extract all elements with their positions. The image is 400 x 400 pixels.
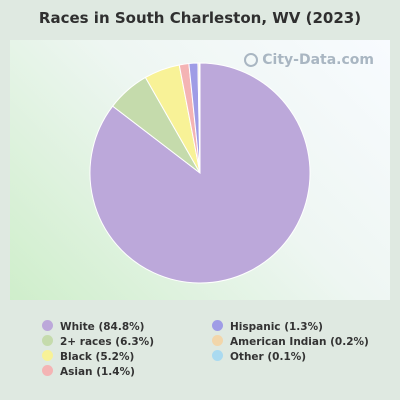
legend-item: Other (0.1%) (212, 350, 306, 363)
legend-label: 2+ races (6.3%) (60, 336, 154, 348)
legend-item: 2+ races (6.3%) (42, 335, 154, 348)
legend-label: Other (0.1%) (230, 351, 307, 363)
legend-item: White (84.8%) (42, 320, 144, 333)
watermark: City-Data.com (244, 52, 374, 68)
legend-label: Hispanic (1.3%) (230, 321, 323, 333)
plot-area: City-Data.com (10, 40, 390, 300)
search-icon (244, 53, 259, 67)
legend-label: Black (5.2%) (60, 351, 135, 363)
legend-swatch (42, 320, 53, 331)
pie-chart (89, 62, 311, 284)
legend-item: American Indian (0.2%) (212, 335, 369, 348)
legend-swatch (42, 350, 53, 361)
legend-swatch (212, 350, 223, 361)
legend-item: Asian (1.4%) (42, 365, 135, 378)
legend-item: Black (5.2%) (42, 350, 134, 363)
legend-swatch (212, 320, 223, 331)
watermark-text: City-Data.com (262, 52, 374, 68)
legend-swatch (212, 335, 223, 346)
pie-slice-other (198, 62, 201, 174)
chart-title: Races in South Charleston, WV (2023) (38, 9, 362, 27)
legend-label: White (84.8%) (60, 321, 145, 333)
legend-label: Asian (1.4%) (60, 366, 135, 378)
legend-swatch (42, 365, 53, 376)
legend-item: Hispanic (1.3%) (212, 320, 323, 333)
legend-label: American Indian (0.2%) (230, 336, 369, 348)
legend-swatch (42, 335, 53, 346)
